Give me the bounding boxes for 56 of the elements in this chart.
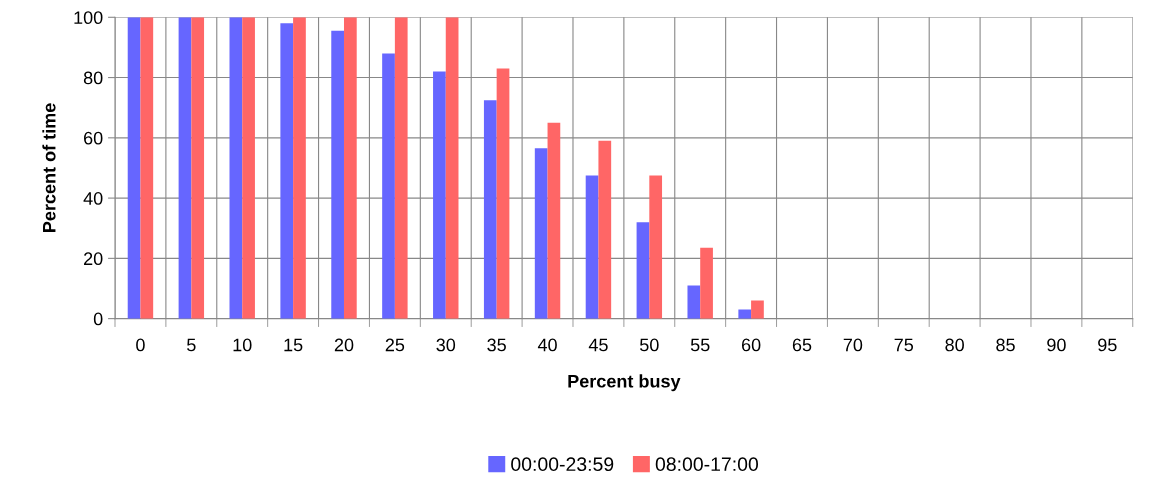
y-tick-label: 80 — [83, 71, 103, 85]
bar — [343, 17, 357, 319]
x-tick-label: 50 — [640, 338, 659, 352]
x-tick-label: 35 — [487, 338, 506, 352]
y-tick-label: 20 — [84, 252, 103, 266]
bar — [496, 68, 510, 319]
bar — [382, 53, 395, 319]
bar — [445, 17, 459, 319]
y-tick-label: 60 — [84, 131, 103, 145]
bar — [191, 17, 205, 319]
x-tick-label: 30 — [436, 338, 456, 352]
y-tick-label: 40 — [83, 192, 103, 205]
x-tick-label: 15 — [284, 338, 303, 352]
bar — [433, 71, 446, 319]
bar — [751, 300, 764, 319]
x-tick-label: 60 — [741, 338, 761, 352]
bar — [242, 17, 255, 319]
bar — [483, 100, 497, 319]
legend-label: 00:00-23:59 — [511, 457, 614, 472]
bar — [636, 222, 650, 319]
x-tick-label: 75 — [894, 338, 914, 352]
x-tick-label: 90 — [1047, 338, 1066, 352]
x-tick-label: 85 — [996, 338, 1015, 352]
x-tick-label: 10 — [233, 338, 252, 352]
x-tick-label: 45 — [588, 338, 608, 352]
bar — [293, 17, 306, 319]
y-tick-label: 100 — [74, 11, 103, 25]
bar — [178, 17, 192, 319]
bar — [598, 140, 612, 319]
x-tick-label: 40 — [537, 338, 557, 352]
x-tick-label: 5 — [187, 338, 196, 352]
bar — [585, 175, 599, 319]
bar — [738, 309, 752, 319]
bar — [229, 17, 243, 319]
bar — [394, 17, 408, 319]
bar — [140, 17, 154, 319]
bar — [280, 23, 294, 319]
x-tick-label: 95 — [1098, 338, 1117, 352]
y-tick-label: 0 — [93, 312, 103, 326]
bar — [127, 17, 141, 319]
x-tick-label: 65 — [792, 338, 812, 352]
x-tick-label: 25 — [385, 338, 405, 352]
bar — [547, 122, 561, 319]
bar — [331, 30, 344, 319]
x-tick-label: 20 — [334, 338, 354, 352]
bar — [534, 148, 548, 319]
x-tick-label: 0 — [136, 338, 145, 352]
legend-label: 08:00-17:00 — [655, 457, 759, 472]
bar — [687, 285, 701, 319]
x-tick-label: 70 — [843, 338, 863, 352]
x-tick-label: 55 — [690, 338, 710, 352]
x-axis-title: Percent busy — [568, 374, 681, 392]
x-tick-label: 80 — [945, 338, 964, 352]
bar — [700, 247, 713, 319]
bar — [649, 175, 663, 319]
y-axis-title: Percent of time — [42, 103, 56, 232]
